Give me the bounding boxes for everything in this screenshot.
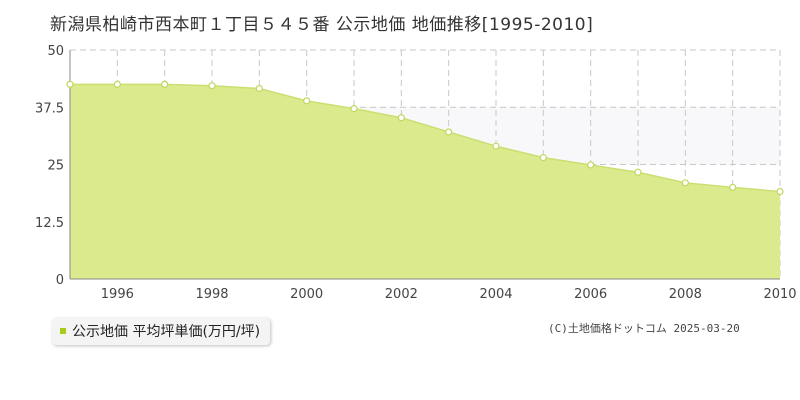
data-point [397, 114, 405, 122]
data-point [729, 183, 737, 191]
y-tick-label: 37.5 [35, 101, 64, 116]
data-point [587, 161, 595, 169]
data-point [776, 187, 784, 196]
x-tick-label: 2000 [290, 287, 323, 302]
data-point [255, 84, 263, 93]
data-point [634, 168, 642, 176]
x-tick-label: 2008 [669, 287, 702, 302]
copyright-text: (C)土地価格ドットコム 2025-03-20 [548, 322, 740, 335]
data-point [161, 80, 169, 88]
y-tick-label: 50 [47, 44, 64, 59]
data-point [445, 128, 453, 136]
legend-swatch [60, 328, 66, 334]
x-tick-label: 2010 [763, 287, 796, 302]
series-area [70, 84, 780, 279]
series-line [70, 83, 781, 193]
x-tick-label: 2006 [574, 287, 607, 302]
data-point [66, 80, 74, 88]
legend-label: 公示地価 平均坪単価(万円/坪) [72, 324, 261, 340]
data-point [113, 80, 121, 88]
y-tick-label: 25 [47, 159, 64, 174]
y-tick-label: 0 [56, 273, 64, 288]
x-tick-label: 1996 [101, 287, 134, 302]
data-point [350, 105, 358, 113]
x-tick-label: 2002 [385, 287, 418, 302]
y-tick-label: 12.5 [35, 216, 64, 231]
chart-title: 新潟県柏崎市西本町１丁目５４５番 公示地価 地価推移[1995-2010] [50, 15, 594, 35]
data-point [539, 154, 547, 162]
data-point [492, 142, 500, 150]
data-point [681, 179, 689, 187]
x-tick-label: 1998 [195, 287, 228, 302]
legend: 公示地価 平均坪単価(万円/坪) [52, 318, 271, 345]
x-tick-label: 2004 [479, 287, 512, 302]
data-point [303, 97, 311, 105]
data-point [208, 82, 216, 90]
